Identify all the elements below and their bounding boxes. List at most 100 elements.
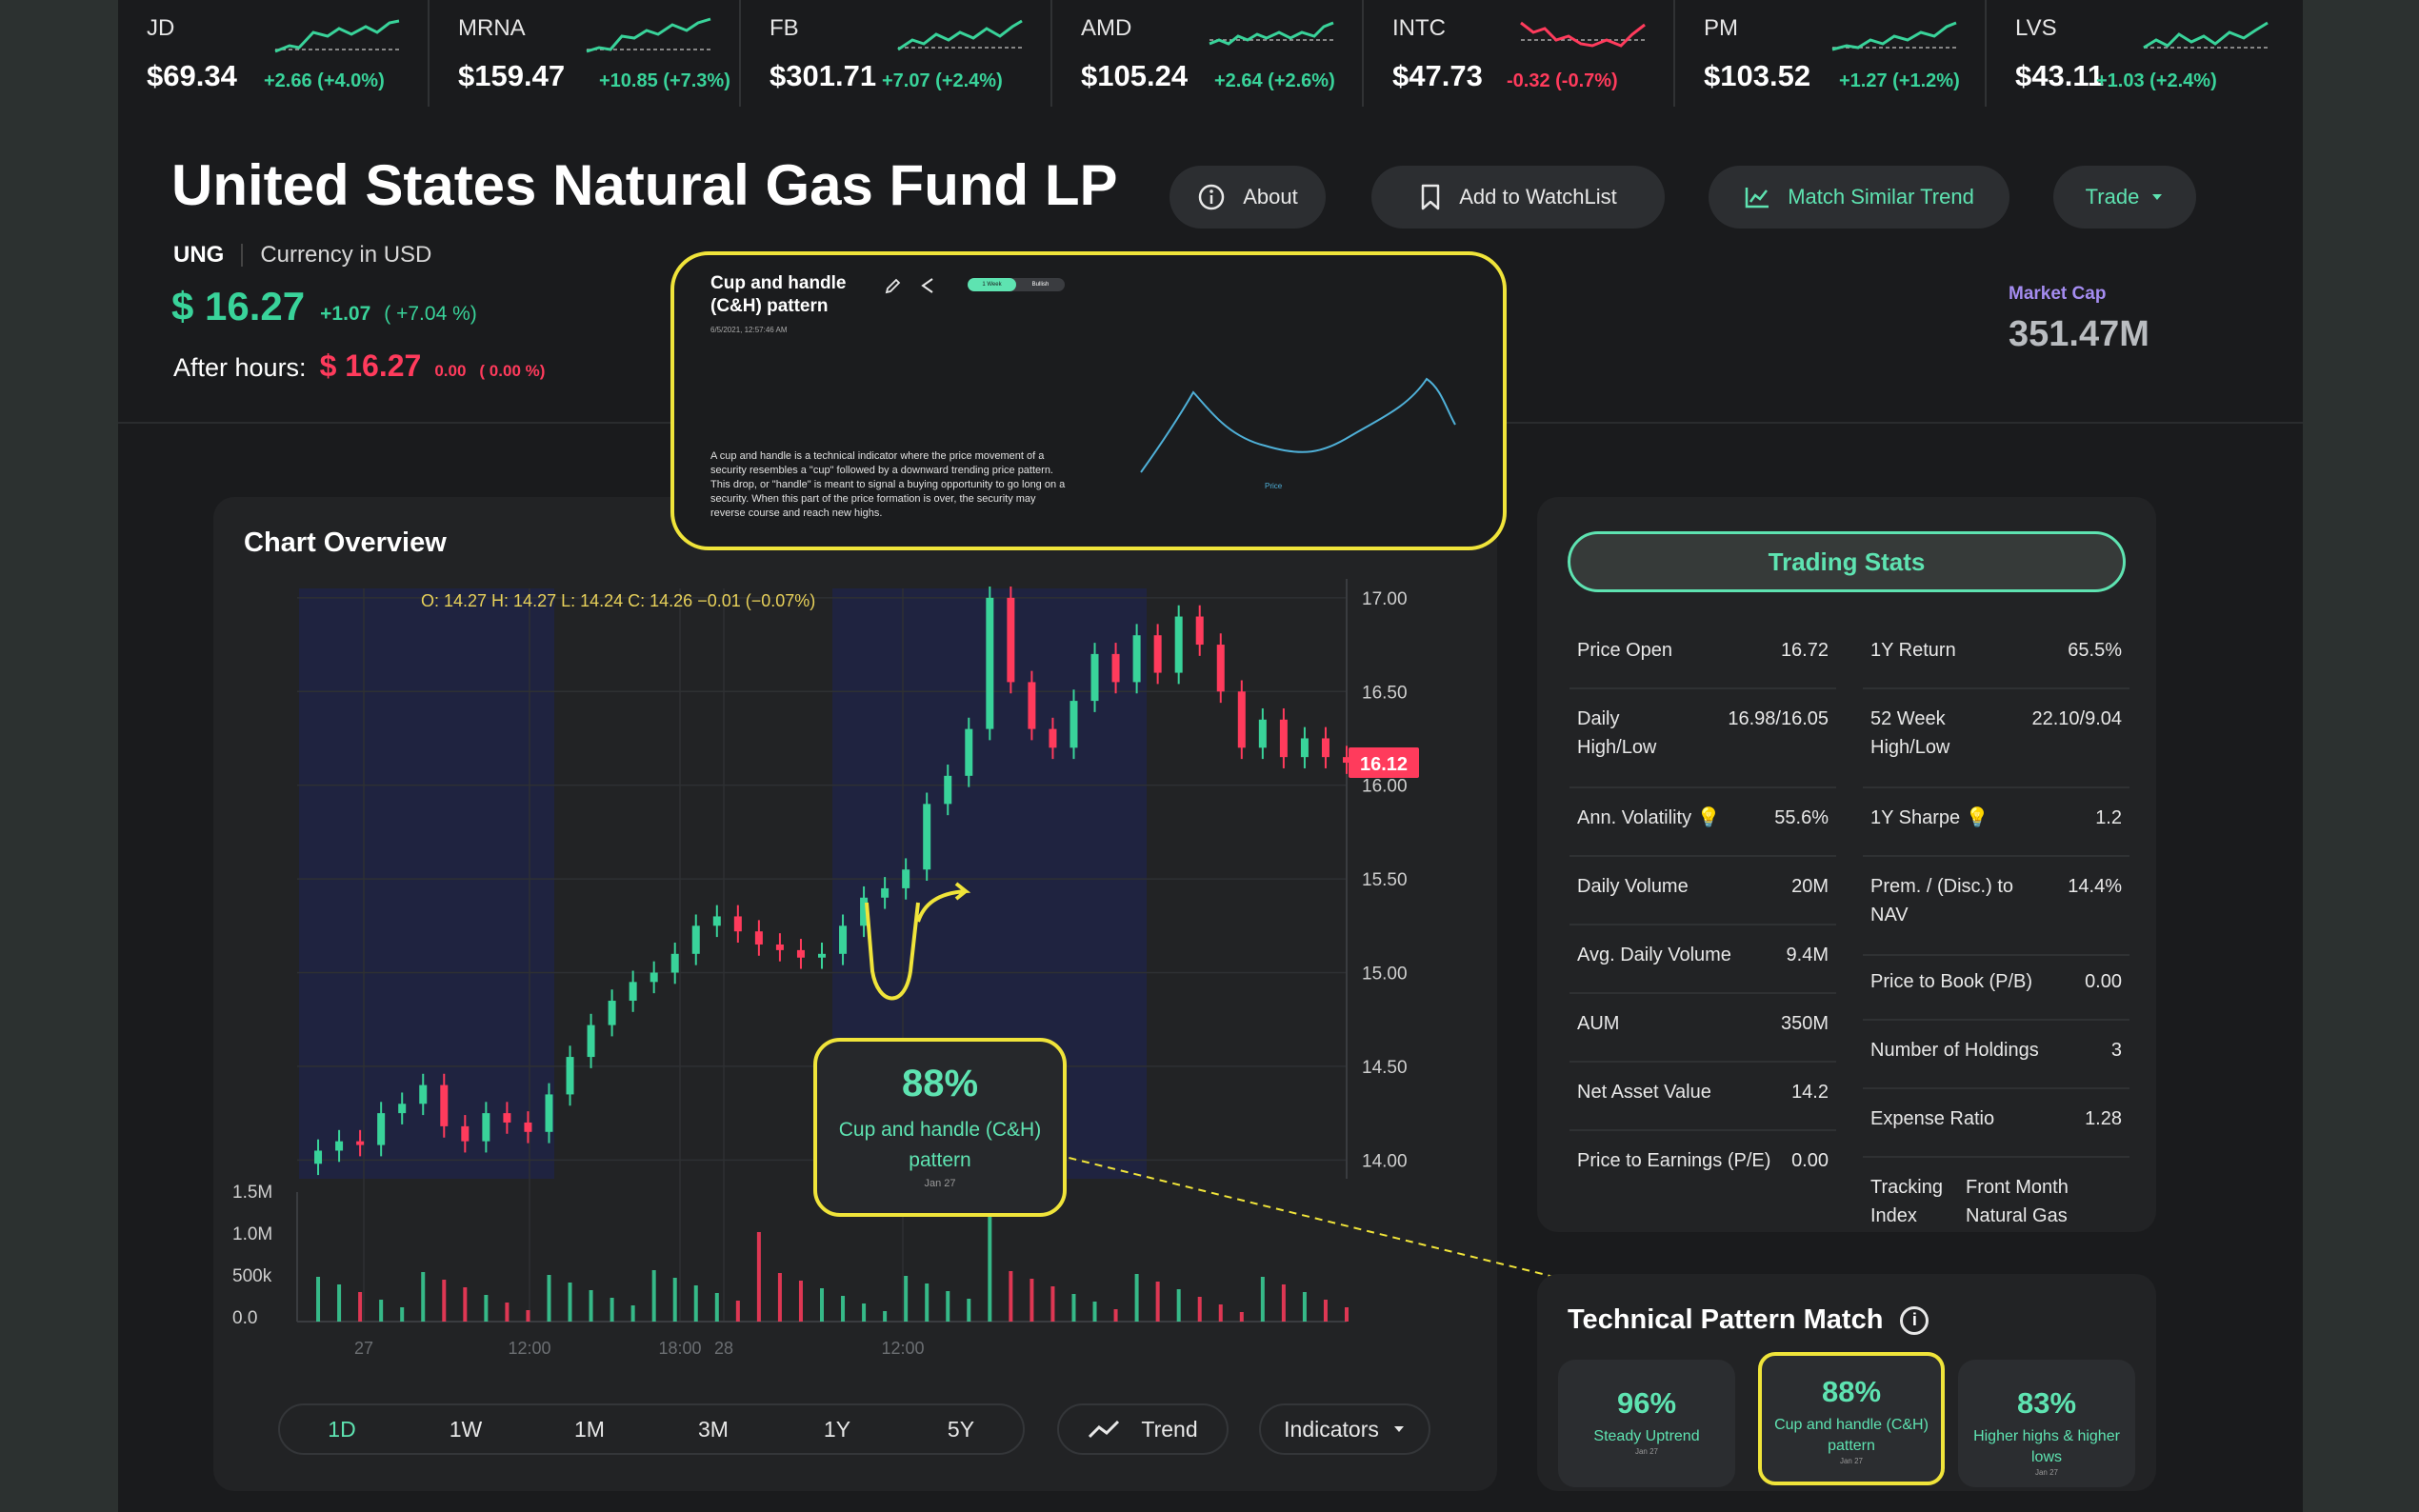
callout-pattern-name: Cup and handle (C&H) pattern [838, 1119, 1042, 1171]
candle-body [1132, 635, 1141, 683]
ticker-item[interactable]: MRNA $159.47 +10.85 (+7.3%) [430, 0, 741, 107]
volume-bar [820, 1288, 824, 1322]
current-price: $ 16.27 [171, 284, 306, 328]
timeframe-1w[interactable]: 1W [449, 1416, 483, 1442]
app-window: JD $69.34 +2.66 (+4.0%) MRNA $159.47 +10… [118, 0, 2303, 1512]
candle-body [524, 1122, 532, 1132]
timeframe-3m[interactable]: 3M [698, 1416, 729, 1442]
caret-down-icon [1393, 1426, 1404, 1432]
stat-row: Daily High/Low 16.98/16.05 [1569, 705, 1836, 788]
volume-bar [1197, 1297, 1202, 1322]
volume-bar [358, 1292, 363, 1322]
session-band [299, 588, 554, 1179]
ticker-item[interactable]: JD $69.34 +2.66 (+4.0%) [118, 0, 430, 107]
candle-body [608, 1001, 616, 1025]
ticker-item[interactable]: FB $301.71 +7.07 (+2.4%) [741, 0, 1052, 107]
ticker-change: +1.03 (+2.4%) [2096, 70, 2217, 91]
add-to-watchlist-button[interactable]: Add to WatchList [1371, 166, 1665, 229]
candle-body [733, 916, 742, 932]
y-tick-label: 17.00 [1362, 589, 1408, 609]
candle-body [1216, 645, 1225, 692]
volume-tick-label: 500k [232, 1266, 272, 1286]
price-chart[interactable]: 17.00 16.50 16.00 15.50 15.00 14.50 14.00 16.12… [213, 497, 1497, 1354]
toggle-week[interactable]: 1 Week [968, 278, 1016, 291]
candle-body [503, 1113, 511, 1123]
volume-bar [1323, 1300, 1328, 1322]
y-tick-label: 16.50 [1362, 683, 1408, 703]
pattern-card-selected[interactable]: 88% Cup and handle (C&H) pattern Jan 27 [1758, 1352, 1945, 1485]
volume-bar [1071, 1294, 1076, 1322]
candle-body [839, 925, 848, 954]
pattern-card[interactable]: 83% Higher highs & higher lows Jan 27 [1958, 1360, 2135, 1487]
ticker-price: $47.73 [1392, 59, 1483, 92]
candle-body [754, 931, 763, 945]
volume-bar [463, 1287, 468, 1322]
ticker-symbol: AMD [1081, 15, 1132, 41]
toggle-bullish[interactable]: Bullish [1031, 282, 1050, 288]
trend-button[interactable]: Trend [1057, 1403, 1229, 1455]
popup-date: 6/5/2021, 12:57:46 AM [710, 326, 788, 334]
indicators-button[interactable]: Indicators [1259, 1403, 1430, 1455]
pattern-match-callout[interactable]: 88% Cup and handle (C&H) pattern Jan 27 [813, 1038, 1067, 1217]
sparkline-icon [586, 17, 711, 53]
volume-bar [693, 1285, 698, 1322]
popup-toggle[interactable]: 1 Week Bullish [968, 278, 1065, 291]
x-tick-label: 28 [714, 1339, 733, 1354]
pattern-card[interactable]: 96% Steady Uptrend Jan 27 [1558, 1360, 1735, 1487]
timeframe-1y[interactable]: 1Y [823, 1416, 851, 1442]
timeframe-1d[interactable]: 1D [328, 1416, 356, 1442]
trading-stats-panel: Trading Stats Price Open 16.72 Daily High… [1537, 497, 2156, 1232]
trade-button[interactable]: Trade [2053, 166, 2196, 229]
candle-body [629, 982, 637, 1002]
volume-bar [1281, 1284, 1286, 1322]
volume-bar [1113, 1309, 1118, 1322]
ohlc-readout: O: 14.27 H: 14.27 L: 14.24 C: 14.26 −0.0… [421, 591, 815, 610]
volume-bar [841, 1296, 846, 1322]
match-similar-trend-button[interactable]: Match Similar Trend [1709, 166, 2009, 229]
volume-bar [925, 1283, 930, 1322]
price-change-pct: ( +7.04 %) [384, 303, 477, 325]
ticker-item[interactable]: AMD $105.24 +2.64 (+2.6%) [1052, 0, 1364, 107]
sparkline-icon [2143, 21, 2269, 50]
ticker-item[interactable]: INTC $47.73 -0.32 (-0.7%) [1364, 0, 1675, 107]
candle-body [566, 1057, 574, 1095]
ticker-price: $103.52 [1704, 59, 1811, 92]
timeframe-1m[interactable]: 1M [574, 1416, 605, 1442]
volume-bar [1009, 1271, 1013, 1322]
stat-row: AUM 350M [1569, 1009, 1836, 1063]
edit-icon[interactable] [884, 276, 903, 295]
stat-row: Price to Book (P/B) 0.00 [1863, 967, 2129, 1021]
after-hours-row: After hours: $ 16.27 0.00 ( 0.00 %) [173, 348, 545, 384]
after-hours-label: After hours: [173, 353, 307, 382]
trading-stats-header[interactable]: Trading Stats [1568, 531, 2126, 592]
volume-bar [568, 1283, 572, 1322]
timeframe-5y[interactable]: 5Y [947, 1416, 975, 1442]
ticker-symbol: INTC [1392, 15, 1446, 41]
page-title: United States Natural Gas Fund LP [171, 153, 1118, 217]
info-icon[interactable]: i [1900, 1305, 1929, 1335]
sparkline-icon [1831, 21, 1957, 51]
ticker-item[interactable]: LVS $43.11 +1.03 (+2.4%) [1987, 0, 2298, 107]
volume-bar [1050, 1286, 1055, 1322]
sparkline-icon [1520, 21, 1646, 48]
candle-body [398, 1104, 407, 1114]
about-label: About [1243, 185, 1298, 209]
technical-pattern-panel: Technical Pattern Match i 96% Steady Upt… [1537, 1274, 2156, 1491]
stat-row: 52 Week High/Low 22.10/9.04 [1863, 705, 2129, 788]
cup-shape [865, 902, 920, 1001]
after-hours-pct: ( 0.00 %) [479, 362, 546, 380]
ticker-change: +2.66 (+4.0%) [264, 70, 385, 91]
ticker-item[interactable]: PM $103.52 +1.27 (+1.2%) [1675, 0, 1987, 107]
x-tick-label: 18:00 [658, 1339, 701, 1354]
about-button[interactable]: About [1170, 166, 1326, 229]
ticker-change: +2.64 (+2.6%) [1214, 70, 1335, 91]
stat-row: Price to Earnings (P/E) 0.00 [1577, 1150, 1829, 1171]
last-price-label: 16.12 [1360, 754, 1408, 775]
chart-overview-panel: Chart Overview 17.00 16.50 16.00 15.50 15.00… [213, 497, 1497, 1491]
share-icon[interactable] [918, 276, 937, 295]
candle-body [775, 944, 784, 950]
candle-body [1028, 682, 1036, 729]
candle-body [1237, 691, 1246, 748]
ticker-change: -0.32 (-0.7%) [1507, 70, 1618, 91]
volume-bar [1176, 1289, 1181, 1322]
